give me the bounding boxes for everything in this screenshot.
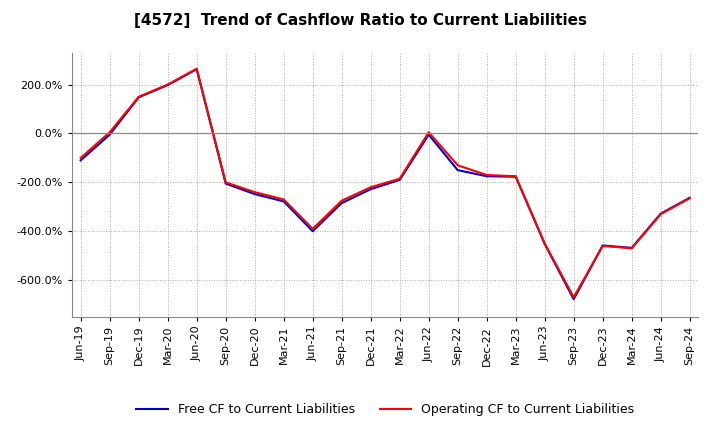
Operating CF to Current Liabilities xyxy=(221,180,230,185)
Operating CF to Current Liabilities xyxy=(76,155,85,161)
Free CF to Current Liabilities xyxy=(366,187,375,192)
Operating CF to Current Liabilities xyxy=(395,176,404,181)
Free CF to Current Liabilities xyxy=(105,132,114,137)
Line: Free CF to Current Liabilities: Free CF to Current Liabilities xyxy=(81,69,690,299)
Legend: Free CF to Current Liabilities, Operating CF to Current Liabilities: Free CF to Current Liabilities, Operatin… xyxy=(131,399,639,422)
Line: Operating CF to Current Liabilities: Operating CF to Current Liabilities xyxy=(81,69,690,297)
Operating CF to Current Liabilities xyxy=(570,295,578,300)
Operating CF to Current Liabilities xyxy=(163,82,172,87)
Free CF to Current Liabilities xyxy=(482,174,491,179)
Free CF to Current Liabilities xyxy=(279,199,288,204)
Free CF to Current Liabilities xyxy=(424,132,433,137)
Operating CF to Current Liabilities xyxy=(657,212,665,217)
Operating CF to Current Liabilities xyxy=(338,198,346,203)
Operating CF to Current Liabilities xyxy=(482,172,491,178)
Operating CF to Current Liabilities xyxy=(135,94,143,99)
Operating CF to Current Liabilities xyxy=(598,243,607,249)
Free CF to Current Liabilities xyxy=(570,297,578,302)
Free CF to Current Liabilities xyxy=(163,82,172,88)
Free CF to Current Liabilities xyxy=(685,195,694,200)
Operating CF to Current Liabilities xyxy=(541,241,549,246)
Free CF to Current Liabilities xyxy=(308,229,317,234)
Free CF to Current Liabilities xyxy=(135,95,143,100)
Free CF to Current Liabilities xyxy=(251,191,259,197)
Free CF to Current Liabilities xyxy=(395,177,404,183)
Text: [4572]  Trend of Cashflow Ratio to Current Liabilities: [4572] Trend of Cashflow Ratio to Curren… xyxy=(133,13,587,28)
Operating CF to Current Liabilities xyxy=(627,246,636,251)
Operating CF to Current Liabilities xyxy=(251,190,259,195)
Operating CF to Current Liabilities xyxy=(424,130,433,135)
Operating CF to Current Liabilities xyxy=(192,66,201,71)
Free CF to Current Liabilities xyxy=(192,66,201,72)
Operating CF to Current Liabilities xyxy=(454,163,462,168)
Operating CF to Current Liabilities xyxy=(685,196,694,201)
Operating CF to Current Liabilities xyxy=(366,185,375,190)
Free CF to Current Liabilities xyxy=(76,158,85,163)
Operating CF to Current Liabilities xyxy=(308,226,317,231)
Free CF to Current Liabilities xyxy=(627,245,636,250)
Free CF to Current Liabilities xyxy=(598,243,607,248)
Free CF to Current Liabilities xyxy=(511,174,520,180)
Free CF to Current Liabilities xyxy=(454,168,462,173)
Operating CF to Current Liabilities xyxy=(105,130,114,135)
Free CF to Current Liabilities xyxy=(657,211,665,216)
Free CF to Current Liabilities xyxy=(541,241,549,246)
Operating CF to Current Liabilities xyxy=(511,174,520,179)
Free CF to Current Liabilities xyxy=(221,181,230,186)
Free CF to Current Liabilities xyxy=(338,201,346,206)
Operating CF to Current Liabilities xyxy=(279,197,288,202)
